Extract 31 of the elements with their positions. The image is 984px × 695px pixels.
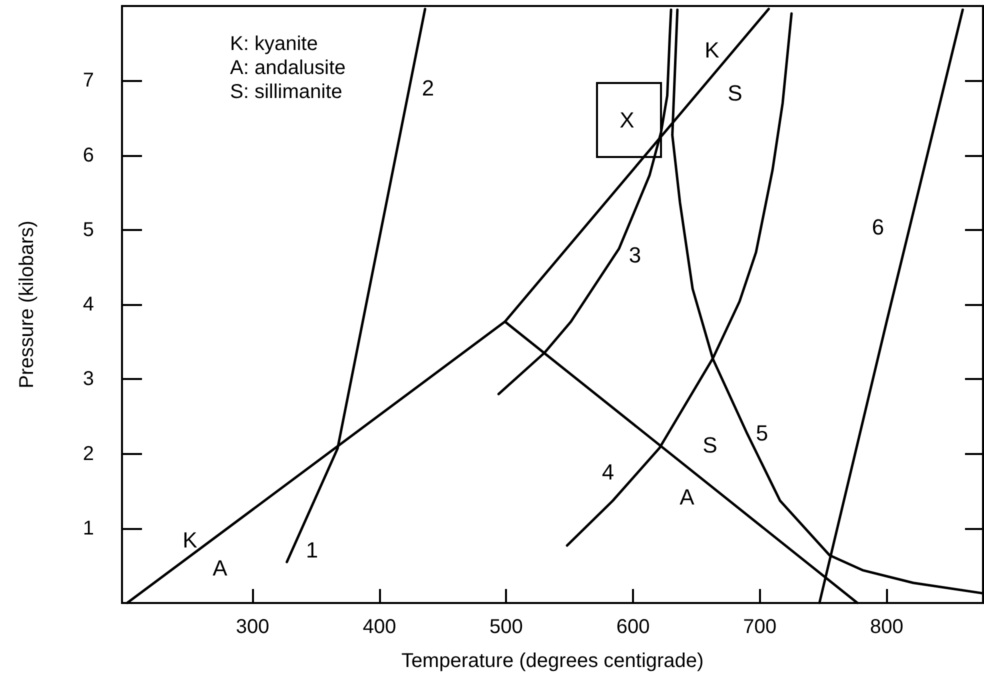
annotation: S bbox=[728, 80, 742, 106]
annotation: K bbox=[182, 528, 198, 552]
annotation: 4 bbox=[602, 460, 614, 484]
x-tick-label: 800 bbox=[870, 616, 904, 638]
x-axis-title: Temperature (degrees centigrade) bbox=[401, 650, 704, 672]
annotation: X bbox=[620, 108, 635, 132]
y-tick-label: 2 bbox=[82, 442, 94, 465]
annotation: 2 bbox=[422, 76, 434, 100]
annotation: 5 bbox=[756, 420, 768, 446]
annotation: 6 bbox=[872, 214, 884, 240]
x-tick-label: 300 bbox=[236, 616, 270, 638]
y-axis-title: Pressure (kilobars) bbox=[16, 220, 38, 388]
annotation: A: andalusite bbox=[230, 57, 346, 79]
y-tick-label: 7 bbox=[82, 70, 94, 92]
annotation: 3 bbox=[628, 242, 642, 268]
y-tick-label: 3 bbox=[82, 368, 94, 390]
y-tick-label: 4 bbox=[82, 294, 94, 316]
annotation: S: sillimanite bbox=[230, 81, 342, 103]
annotation: K: kyanite bbox=[230, 33, 318, 55]
x-tick-label: 600 bbox=[616, 616, 650, 638]
y-tick-label: 1 bbox=[82, 517, 94, 540]
y-tick-label: 5 bbox=[82, 218, 94, 241]
annotation: K bbox=[704, 38, 720, 62]
annotation: A bbox=[680, 484, 695, 510]
x-tick-label: 400 bbox=[362, 616, 396, 638]
x-tick-label: 500 bbox=[490, 616, 523, 638]
x-tick-label: 700 bbox=[743, 616, 777, 638]
y-tick-label: 6 bbox=[82, 144, 94, 166]
annotation: 1 bbox=[306, 538, 318, 562]
annotation: S bbox=[702, 432, 718, 458]
annotation: A bbox=[212, 556, 228, 580]
